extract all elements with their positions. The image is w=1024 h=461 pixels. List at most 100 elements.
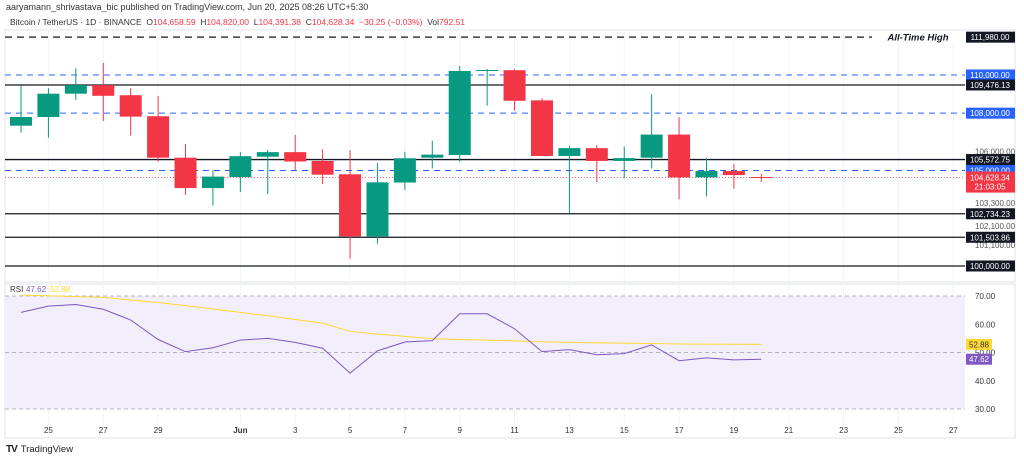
x-tick-label: Jun (233, 426, 247, 435)
price-level-badge (966, 260, 1015, 272)
price-level-badge (966, 208, 1015, 220)
candle-body (421, 154, 444, 158)
candle-body (366, 182, 389, 237)
x-tick-label: 27 (99, 426, 108, 435)
price-level-badge (966, 69, 1015, 81)
price-level-badge (966, 154, 1015, 166)
symbol-legend: Bitcoin / TetherUS · 1D · BINANCE O104,6… (10, 17, 465, 27)
x-tick-label: 13 (565, 426, 574, 435)
last-price-badge (966, 171, 1015, 193)
low-value: 104,391.38 (258, 17, 301, 27)
publisher-line: aaryamann_shrivastava_bic published on T… (6, 2, 369, 12)
candle-body (722, 171, 745, 176)
price-level-badge (966, 164, 1015, 176)
x-tick-label: 29 (154, 426, 163, 435)
candle-body (256, 152, 279, 157)
candle-body (229, 156, 252, 177)
price-level-label: 105,000.00 (970, 166, 1011, 175)
candle-body (448, 70, 471, 156)
x-tick-label: 25 (894, 426, 903, 435)
candle-body (476, 70, 499, 72)
x-tick-label: 23 (839, 426, 848, 435)
change-value: −30.25 (−0.03%) (359, 17, 423, 27)
high-value: 104,820.00 (206, 17, 249, 27)
candle-body (174, 157, 197, 189)
open-label: O (146, 17, 153, 27)
high-label: H (200, 17, 207, 27)
rsi-legend-title: RSI (10, 285, 23, 294)
candle-body (64, 85, 87, 94)
last-price-label: 104,628.34 (970, 174, 1011, 183)
low-label: L (253, 17, 259, 27)
candle-body (503, 70, 526, 101)
price-axis-label: 103,300.00 (975, 199, 1016, 208)
x-tick-label: 17 (675, 426, 684, 435)
candle-body (750, 177, 773, 179)
footer-brand: TradingView (20, 444, 74, 455)
price-level-label: 102,734.23 (970, 210, 1011, 219)
rsi-y-tick: 30.00 (975, 405, 996, 414)
x-tick-label: 21 (784, 426, 793, 435)
candle-body (613, 158, 636, 161)
x-tick-label: 27 (949, 426, 958, 435)
rsi-ma-badge (966, 338, 992, 350)
rsi-y-tick: 60.00 (975, 320, 996, 329)
rsi-y-tick: 50.00 (975, 349, 996, 358)
x-tick-label: 7 (403, 426, 408, 435)
rsi-y-tick: 40.00 (975, 377, 996, 386)
price-axis-label: 106,000.00 (975, 147, 1016, 156)
price-level-badge (966, 107, 1015, 119)
tradingview-logo-icon: TV (6, 444, 18, 455)
volume-label: Vol (427, 17, 440, 27)
all-time-high-annotation: All-Time High (886, 33, 948, 44)
rsi-ma-line (20, 294, 762, 345)
price-level-badge (966, 31, 1015, 43)
x-tick-label: 5 (348, 426, 353, 435)
candle-body (311, 160, 334, 175)
x-tick-label: 9 (457, 426, 462, 435)
candle-body (339, 174, 362, 237)
price-axis-label: 101,100.00 (975, 241, 1016, 250)
candle-body (10, 117, 32, 126)
candle-body (119, 95, 142, 117)
rsi-ma-last-label: 52.88 (969, 340, 990, 349)
price-level-label: 111,980.00 (971, 33, 1010, 42)
candle-body (92, 85, 115, 96)
candle-body (585, 148, 608, 161)
rsi-ma-legend-value: 52.88 (50, 285, 71, 294)
price-level-badge (966, 79, 1015, 91)
price-level-label: 108,000.00 (970, 109, 1011, 118)
price-axis-label: 102,100.00 (975, 222, 1016, 231)
rsi-legend-value: 47.62 (26, 285, 47, 294)
rsi-last-label: 47.62 (969, 355, 990, 364)
candle-body (147, 116, 170, 158)
annotation-bg (872, 31, 964, 44)
close-label: C (305, 17, 312, 27)
rsi-badge (966, 353, 992, 365)
price-level-label: 110,000.00 (970, 71, 1010, 80)
candle-body (37, 93, 60, 118)
candle-body (393, 158, 416, 183)
price-level-label: 105,572.75 (970, 156, 1011, 165)
x-tick-label: 19 (729, 426, 738, 435)
x-tick-label: 25 (44, 426, 53, 435)
symbol-name: Bitcoin / TetherUS · 1D · BINANCE (10, 17, 142, 27)
candle-body (695, 171, 718, 178)
price-level-badge (966, 231, 1015, 243)
rsi-y-tick: 70.00 (975, 292, 996, 301)
footer: TV TradingView (6, 444, 73, 455)
close-value: 104,628.34 (311, 17, 355, 27)
countdown-label: 21:03:05 (974, 183, 1006, 192)
candle-body (284, 152, 307, 162)
x-tick-label: 3 (293, 426, 298, 435)
price-level-label: 101,503.86 (970, 233, 1011, 242)
volume-value: 792.51 (439, 17, 466, 27)
open-value: 104,658.59 (153, 17, 196, 27)
candle-body (530, 100, 553, 156)
candle-body (558, 148, 581, 156)
candle-body (668, 134, 691, 178)
x-tick-label: 15 (620, 426, 629, 435)
candle-body (201, 176, 224, 189)
price-level-label: 100,000.00 (970, 262, 1011, 271)
